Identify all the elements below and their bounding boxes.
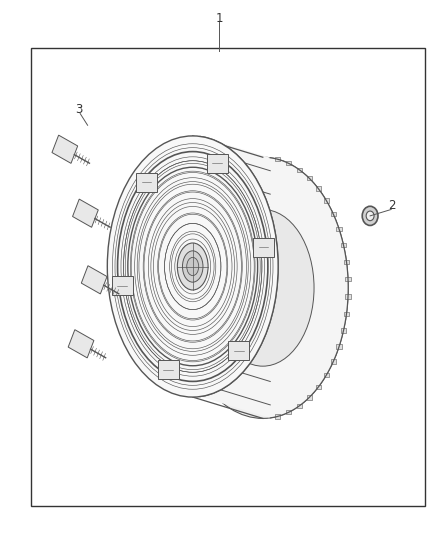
Text: 2: 2 xyxy=(388,199,396,212)
FancyBboxPatch shape xyxy=(307,395,312,400)
FancyBboxPatch shape xyxy=(344,260,349,264)
FancyBboxPatch shape xyxy=(112,276,133,295)
FancyBboxPatch shape xyxy=(316,385,321,389)
FancyBboxPatch shape xyxy=(336,344,342,349)
FancyBboxPatch shape xyxy=(341,243,346,247)
FancyBboxPatch shape xyxy=(324,198,329,203)
FancyBboxPatch shape xyxy=(253,238,274,257)
Polygon shape xyxy=(200,136,348,418)
FancyBboxPatch shape xyxy=(346,277,351,281)
FancyBboxPatch shape xyxy=(136,173,157,192)
FancyBboxPatch shape xyxy=(331,212,336,216)
FancyBboxPatch shape xyxy=(158,360,179,379)
Ellipse shape xyxy=(187,257,199,276)
Ellipse shape xyxy=(183,251,203,282)
Polygon shape xyxy=(68,330,94,358)
Ellipse shape xyxy=(366,211,374,221)
FancyBboxPatch shape xyxy=(275,157,280,161)
FancyBboxPatch shape xyxy=(297,167,302,172)
FancyBboxPatch shape xyxy=(341,328,346,333)
FancyBboxPatch shape xyxy=(331,359,336,364)
Text: 3: 3 xyxy=(75,103,82,116)
Polygon shape xyxy=(73,199,98,227)
Ellipse shape xyxy=(212,209,314,366)
FancyBboxPatch shape xyxy=(336,227,342,231)
FancyBboxPatch shape xyxy=(286,410,291,415)
FancyBboxPatch shape xyxy=(324,373,329,377)
FancyBboxPatch shape xyxy=(316,187,321,191)
FancyBboxPatch shape xyxy=(344,312,349,316)
FancyBboxPatch shape xyxy=(228,341,249,360)
Ellipse shape xyxy=(362,206,378,225)
Polygon shape xyxy=(81,266,107,294)
Text: 1: 1 xyxy=(215,12,223,25)
Ellipse shape xyxy=(107,136,278,397)
Ellipse shape xyxy=(177,243,208,290)
FancyBboxPatch shape xyxy=(307,176,312,180)
Bar xyxy=(31,48,425,506)
FancyBboxPatch shape xyxy=(275,414,280,418)
Ellipse shape xyxy=(177,157,348,418)
FancyBboxPatch shape xyxy=(297,404,302,408)
FancyBboxPatch shape xyxy=(346,294,351,298)
FancyBboxPatch shape xyxy=(207,154,228,173)
FancyBboxPatch shape xyxy=(286,161,291,165)
Polygon shape xyxy=(52,135,78,163)
